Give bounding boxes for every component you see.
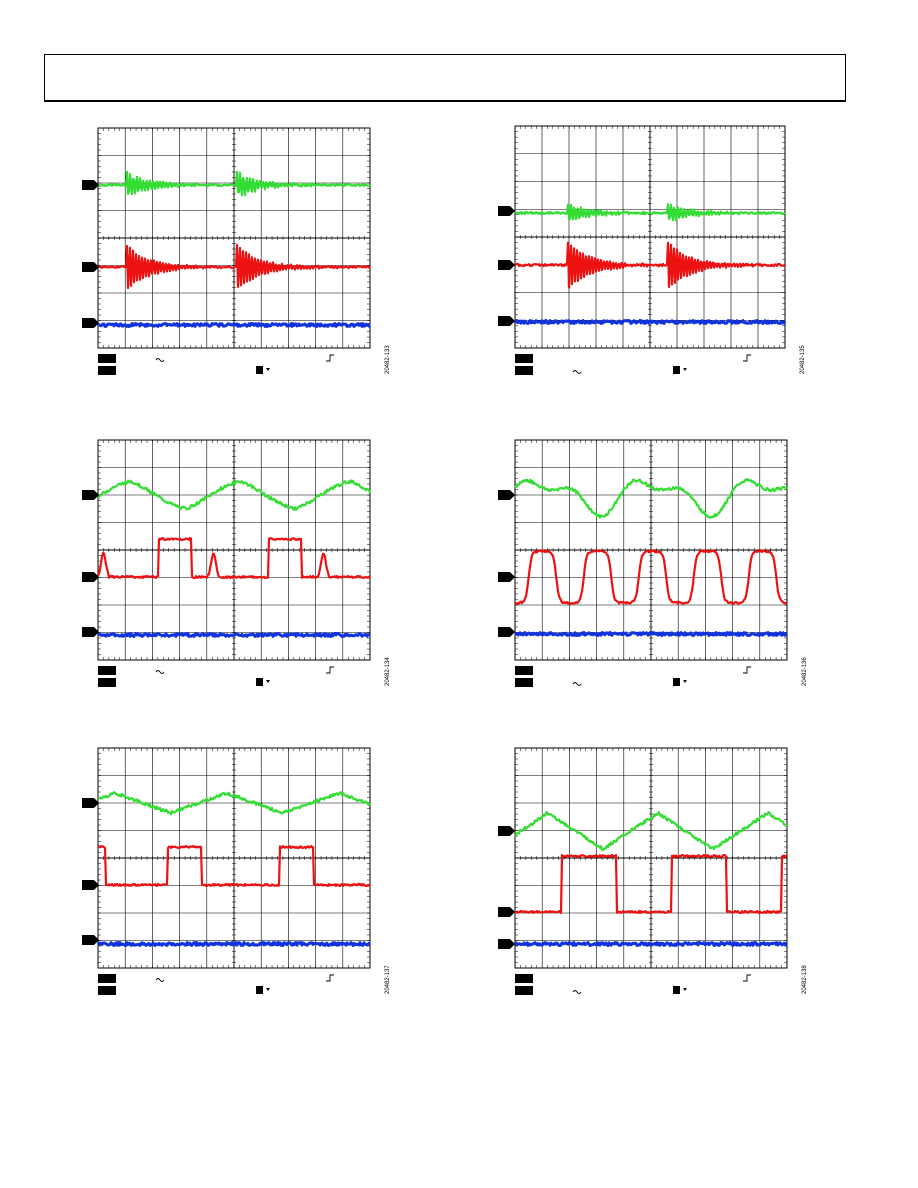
readout-channel-box-1 [515,666,533,675]
trace-ch2 [514,549,788,605]
trigger-down-arrow-icon [266,368,270,371]
readout-channel-box-1 [98,666,116,675]
figure-id-label: 20482-135 [800,345,806,374]
figure-id-label: 20482-134 [385,657,391,686]
trace-ch3 [97,632,371,638]
scope-figure-fig-136: 20482-136 [498,438,808,708]
ch3-ground-marker-icon [82,935,99,945]
trace-ch1 [97,791,371,816]
trace-ch2 [97,243,371,290]
scope-screen [82,439,372,687]
ch3-ground-marker-icon [498,316,515,326]
trigger-source-box [256,986,263,994]
figure-id-label: 20482-136 [802,657,808,686]
coupling-tilde-icon [572,990,582,994]
scope-figure-fig-138: 20482-138 [498,746,808,1016]
readout-channel-box-2 [98,986,116,995]
trigger-edge-icon [743,974,751,982]
trace-ch3 [96,941,371,947]
ch1-ground-marker-icon [498,206,515,216]
trigger-down-arrow-icon [266,988,270,991]
readout-channel-box-2 [98,366,116,375]
trigger-source-box [673,678,680,686]
trigger-source-box [673,366,680,374]
ch2-ground-marker-icon [82,880,99,890]
ch3-ground-marker-icon [498,627,515,637]
trace-ch1 [514,203,786,222]
scope-screen [498,439,788,687]
trace-ch1 [514,478,788,519]
readout-channel-box-1 [98,354,116,363]
figure-id-label: 20482-133 [385,345,391,374]
readout-channel-box-1 [98,974,116,983]
trigger-source-box [256,366,263,374]
trace-ch3 [513,319,787,325]
coupling-tilde-icon [572,682,582,686]
trace-ch1 [514,811,788,852]
trace-ch3 [514,631,788,637]
readout-channel-box-2 [515,986,533,995]
ch3-ground-marker-icon [82,318,99,328]
ch1-ground-marker-icon [82,490,99,500]
ch1-ground-marker-icon [82,180,99,190]
ch1-ground-marker-icon [498,490,515,500]
readout-channel-box-2 [98,678,116,687]
scope-figure-fig-133: 20482-133 [82,126,391,396]
trace-ch1 [97,170,371,197]
trigger-edge-icon [326,354,334,362]
trigger-down-arrow-icon [683,680,687,683]
readout-channel-box-1 [515,974,533,983]
ch3-ground-marker-icon [498,939,515,949]
trace-ch1 [97,479,372,511]
scope-figure-fig-134: 20482-134 [82,438,391,708]
ch2-ground-marker-icon [498,907,515,917]
trace-ch3 [96,322,372,328]
scope-screen [82,127,372,375]
scope-screen [498,747,788,995]
scope-figure-fig-135: 20482-135 [498,124,806,394]
trace-ch3 [514,941,788,947]
coupling-tilde-icon [155,978,165,982]
ch2-ground-marker-icon [82,262,99,272]
coupling-tilde-icon [155,670,165,674]
trigger-source-box [673,986,680,994]
ch2-ground-marker-icon [82,572,99,582]
trigger-edge-icon [743,666,751,674]
scope-screen [82,747,371,995]
trigger-down-arrow-icon [266,680,270,683]
page-header-box [44,54,846,102]
trigger-edge-icon [326,974,334,982]
ch2-ground-marker-icon [498,572,515,582]
ch1-ground-marker-icon [498,826,515,836]
readout-channel-box-2 [515,678,533,687]
scope-screen [498,125,787,375]
trace-ch2 [96,536,371,580]
scope-figure-fig-137: 20482-137 [82,746,391,1016]
trace-ch2 [514,241,786,289]
trigger-source-box [256,678,263,686]
coupling-tilde-icon [572,370,582,374]
readout-channel-box-2 [515,366,533,375]
readout-channel-box-1 [515,354,533,363]
trigger-edge-icon [743,354,751,362]
trigger-down-arrow-icon [683,988,687,991]
coupling-tilde-icon [155,358,165,362]
ch3-ground-marker-icon [82,627,99,637]
trace-ch2 [514,853,788,915]
trigger-edge-icon [326,666,334,674]
trace-ch2 [97,844,371,888]
ch2-ground-marker-icon [498,260,515,270]
figure-id-label: 20482-137 [385,965,391,994]
figure-id-label: 20482-138 [802,965,808,994]
ch1-ground-marker-icon [82,798,99,808]
trigger-down-arrow-icon [683,368,687,371]
